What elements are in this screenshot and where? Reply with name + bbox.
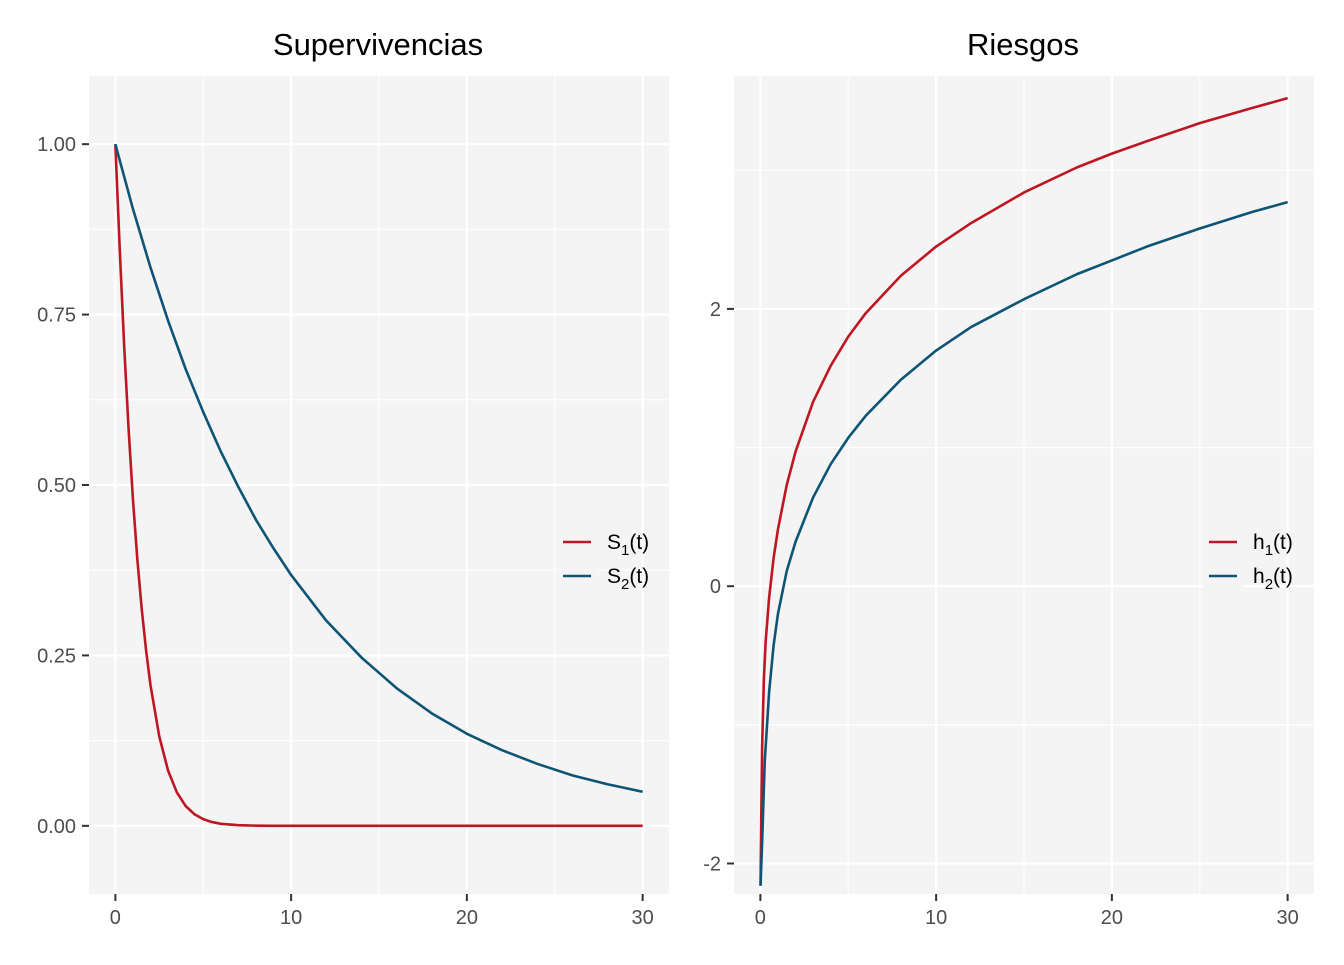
legend-label-suffix: (t) — [629, 531, 649, 554]
legend-label-suffix: (t) — [629, 565, 649, 588]
survival-series-line-2 — [114, 143, 643, 794]
legend-label-main: S — [607, 565, 621, 588]
hazard-legend-label-1: h1(t) — [1253, 531, 1293, 559]
hazard-series-line-2 — [759, 200, 1288, 886]
legend-label-main: h — [1253, 565, 1265, 588]
hazard-legend: h1(t)h2(t) — [1203, 525, 1293, 593]
survival-y-tick-label: 0.00 — [37, 816, 76, 838]
survival-y-tick-label: 1.00 — [37, 134, 76, 156]
hazard-y-tick-label: -2 — [703, 853, 721, 875]
survival-legend-label-1: S1(t) — [607, 531, 649, 559]
hazard-x-tick-label: 0 — [755, 907, 766, 929]
hazard-title: Riesgos — [967, 27, 1079, 62]
hazard-x-tick-label: 20 — [1101, 907, 1123, 929]
survival-legend: S1(t)S2(t) — [557, 525, 649, 593]
survival-x-tick-label: 10 — [280, 907, 302, 929]
survival-y-tick-label: 0.50 — [37, 475, 76, 497]
survival-x-tick-label: 20 — [456, 907, 478, 929]
legend-label-subscript: 2 — [621, 576, 629, 593]
hazard-legend-label-2: h2(t) — [1253, 565, 1293, 593]
legend-label-subscript: 2 — [1265, 576, 1273, 593]
legend-label-main: h — [1253, 531, 1265, 554]
hazard-x-tick-label: 30 — [1277, 907, 1299, 929]
hazard-x-tick-label: 10 — [925, 907, 947, 929]
hazard-y-tick-label: 0 — [710, 576, 721, 598]
survival-legend-label-2: S2(t) — [607, 565, 649, 593]
survival-series-line-1 — [114, 144, 643, 828]
hazard-series-line-1 — [759, 96, 1288, 886]
survival-title: Supervivencias — [273, 27, 483, 62]
survival-panel: 0 10 20 300.000.250.500.751.00S1(t)S2(t)Sup… — [37, 27, 669, 929]
legend-label-subscript: 1 — [1265, 542, 1273, 559]
survival-y-tick-label: 0.75 — [37, 305, 76, 327]
hazard-y-tick-label: 2 — [710, 299, 721, 321]
legend-label-main: S — [607, 531, 621, 554]
survival-y-tick-label: 0.25 — [37, 645, 76, 667]
legend-label-suffix: (t) — [1273, 565, 1293, 588]
survival-x-tick-label: 0 — [110, 907, 121, 929]
legend-label-subscript: 1 — [621, 542, 629, 559]
survival-x-tick-label: 30 — [632, 907, 654, 929]
legend-label-suffix: (t) — [1273, 531, 1293, 554]
